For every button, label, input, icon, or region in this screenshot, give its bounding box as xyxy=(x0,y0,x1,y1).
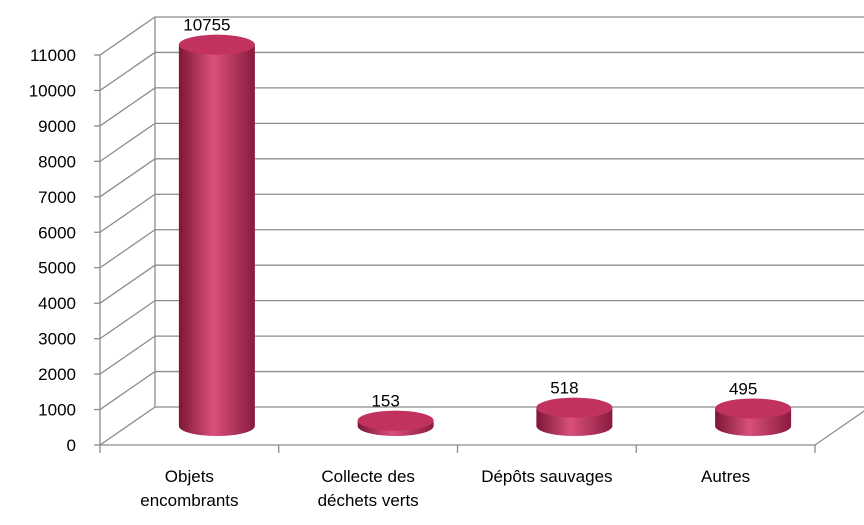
grid-line xyxy=(99,229,864,269)
grid-line xyxy=(99,158,864,198)
cylinder xyxy=(357,410,434,437)
x-tick-label: Collecte des déchets verts xyxy=(317,467,419,510)
cylinder-part xyxy=(178,34,255,55)
cylinder xyxy=(536,397,613,437)
grid-line xyxy=(99,264,864,304)
x-tick-label: Dépôts sauvages xyxy=(481,467,613,486)
value-label: 495 xyxy=(729,379,757,398)
value-label: 10755 xyxy=(183,16,230,35)
y-tick-label: 1000 xyxy=(38,401,76,420)
grid-line xyxy=(99,51,864,91)
grid-line xyxy=(99,335,864,375)
x-tick-label: Objets encombrants xyxy=(140,467,239,510)
grid-line xyxy=(99,299,864,340)
cylinder xyxy=(715,398,792,437)
cylinder xyxy=(178,34,255,437)
y-tick-label: 4000 xyxy=(38,294,76,313)
cylinder-part xyxy=(536,397,613,418)
x-tick-label: Autres xyxy=(701,467,751,486)
grid-line xyxy=(99,193,864,233)
floor-edge xyxy=(814,410,864,446)
y-tick-label: 3000 xyxy=(38,330,76,349)
grid-line xyxy=(99,370,864,411)
y-tick-label: 11000 xyxy=(30,46,76,65)
cylinder-part xyxy=(715,398,792,419)
y-tick-label: 5000 xyxy=(38,259,76,278)
y-tick-label: 8000 xyxy=(38,152,76,171)
y-tick-label: 7000 xyxy=(38,188,76,207)
value-label: 518 xyxy=(550,379,578,398)
y-tick-label: 6000 xyxy=(38,223,76,242)
grid-line xyxy=(99,16,864,56)
y-tick-label: 2000 xyxy=(38,365,76,384)
cylinder-part xyxy=(178,44,255,437)
y-tick-label: 10000 xyxy=(29,81,76,100)
y-tick-label: 0 xyxy=(67,436,76,455)
cylinder-part xyxy=(357,410,434,431)
y-tick-label: 9000 xyxy=(38,117,76,136)
grid-line xyxy=(99,87,864,127)
value-label: 153 xyxy=(371,392,399,411)
grid-line xyxy=(99,122,864,162)
grid-line xyxy=(99,406,864,446)
